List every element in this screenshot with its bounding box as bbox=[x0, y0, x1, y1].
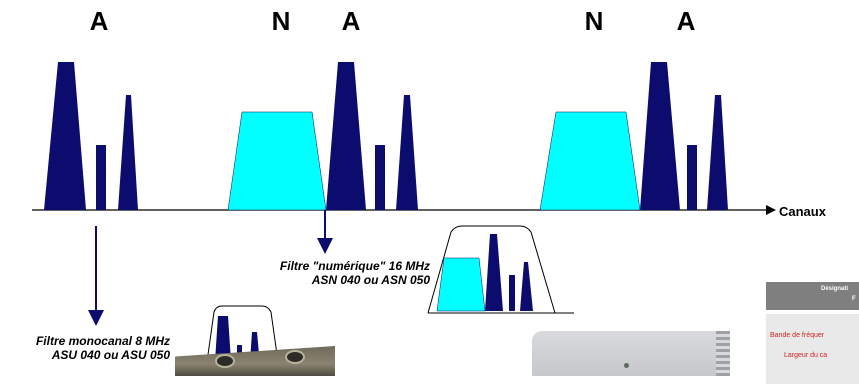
channel-type-analog-label: A bbox=[676, 6, 696, 36]
digital-channel-block bbox=[227, 111, 327, 211]
digital-channel-block bbox=[539, 111, 641, 211]
spec-row-frequency-band: Bande de fréquer bbox=[770, 332, 825, 339]
spec-table-header: Désignati F bbox=[766, 282, 859, 310]
analog-color-carrier bbox=[118, 95, 138, 210]
numeric-filter-caption: Filtre "numérique" 16 MHz ASN 040 ou ASN… bbox=[200, 259, 430, 287]
analog-sound-carrier bbox=[375, 145, 385, 210]
axis-arrowhead bbox=[766, 205, 776, 215]
spec-header-second: F bbox=[852, 296, 856, 302]
analog-sound-carrier bbox=[687, 145, 697, 210]
channel-spectrum-diagram bbox=[32, 62, 776, 376]
analog-vision-carrier bbox=[640, 62, 680, 210]
status-led-icon bbox=[624, 363, 629, 368]
numeric-filter-passband bbox=[427, 225, 556, 314]
channel-type-numeric-label: N bbox=[584, 6, 604, 36]
axis-label: Canaux bbox=[779, 204, 826, 219]
numeric-filter-product-photo bbox=[532, 331, 730, 376]
mono-filter-passband bbox=[204, 305, 281, 376]
inset-analog-color bbox=[520, 262, 533, 311]
channel-type-numeric-label: N bbox=[271, 6, 291, 36]
channel-type-analog-label: A bbox=[89, 6, 109, 36]
analog-vision-carrier bbox=[326, 62, 366, 210]
mono-filter-title: Filtre monocanal 8 MHz bbox=[35, 334, 170, 348]
connector-icon bbox=[285, 350, 305, 364]
inset-analog-vision bbox=[485, 234, 503, 311]
connector-icon bbox=[215, 354, 235, 368]
spec-table: Désignati F Bande de fréquer Largeur du … bbox=[766, 282, 859, 384]
spec-row-channel-width: Largeur du ca bbox=[784, 352, 828, 359]
channel-type-analog-label: A bbox=[341, 6, 361, 36]
analog-sound-carrier bbox=[96, 145, 106, 210]
mono-filter-caption: Filtre monocanal 8 MHz ASU 040 ou ASU 05… bbox=[0, 334, 170, 362]
spec-header-designation: Désignati bbox=[821, 286, 849, 292]
analog-color-carrier bbox=[707, 95, 728, 210]
inset-analog-sound bbox=[509, 275, 515, 311]
inset-digital-block bbox=[436, 257, 486, 312]
spec-table-body: Bande de fréquer Largeur du ca bbox=[766, 314, 859, 384]
analog-vision-carrier bbox=[44, 62, 86, 210]
analog-color-carrier bbox=[396, 95, 418, 210]
heatsink-edge bbox=[716, 331, 730, 376]
numeric-filter-title: Filtre "numérique" 16 MHz bbox=[279, 259, 430, 273]
mono-filter-models: ASU 040 ou ASU 050 bbox=[51, 348, 170, 362]
numeric-filter-models: ASN 040 ou ASN 050 bbox=[311, 273, 430, 287]
